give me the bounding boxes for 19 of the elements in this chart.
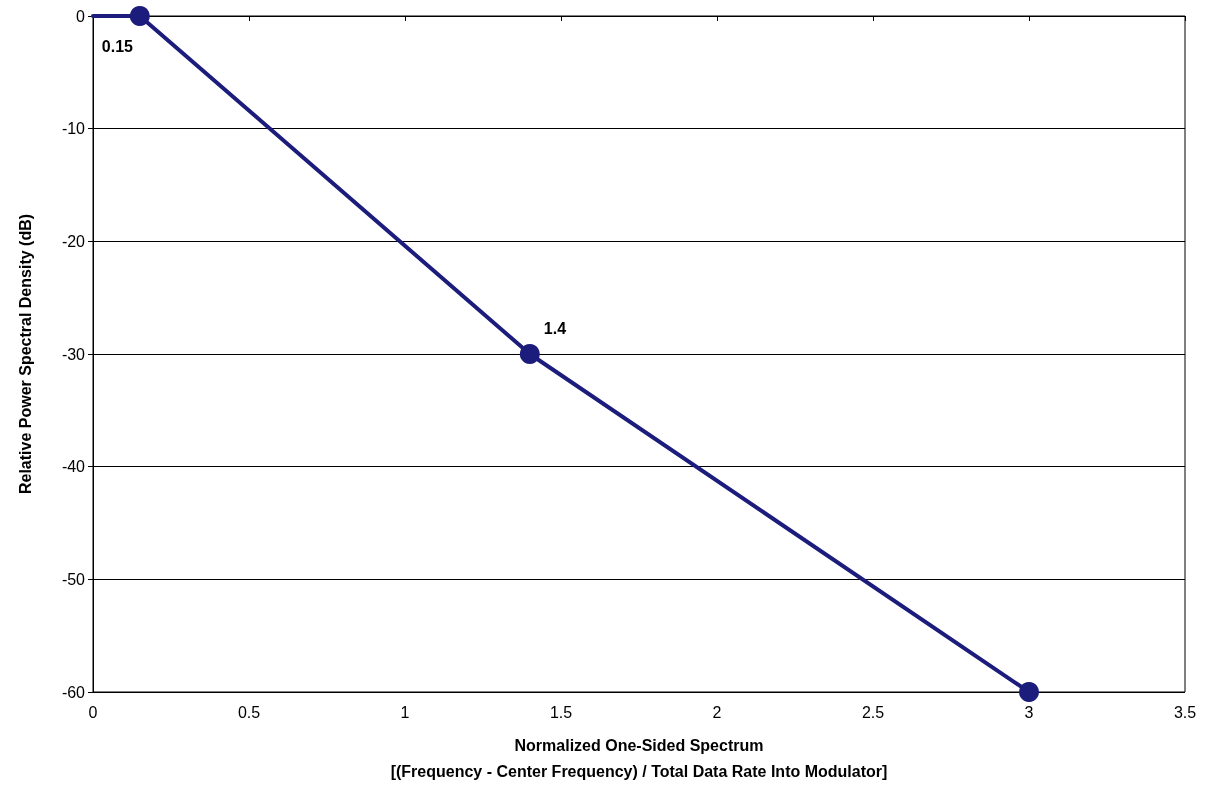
x-tick-label: 3 [1024,703,1034,721]
x-tick-label: 1.5 [549,703,573,721]
x-tick-label: 2 [712,703,722,721]
x-tick-label: 2.5 [861,703,885,721]
y-tick-label: -40 [61,458,86,476]
x-tick-label: 0.5 [237,703,261,721]
x-axis-title: Normalized One-Sided Spectrum [(Frequency - Center Frequency) / Total Data Rate Into Modulator] [390,736,888,780]
x-tick-label: 1 [400,703,410,721]
y-tick-label: 0 [76,7,86,25]
y-tick-label: -20 [61,232,86,250]
x-tick-label: 3.5 [1173,703,1197,721]
y-tick-label: -50 [61,570,86,588]
y-axis-title: Relative Power Spectral Density (dB) [16,213,34,495]
annotation: 1.4 [543,319,567,337]
x-tick-label: 0 [88,703,98,721]
y-tick-label: -60 [61,683,86,701]
y-tick-label: -10 [61,120,86,138]
y-tick-label: -30 [61,345,86,363]
annotation: 0.15 [101,37,134,55]
